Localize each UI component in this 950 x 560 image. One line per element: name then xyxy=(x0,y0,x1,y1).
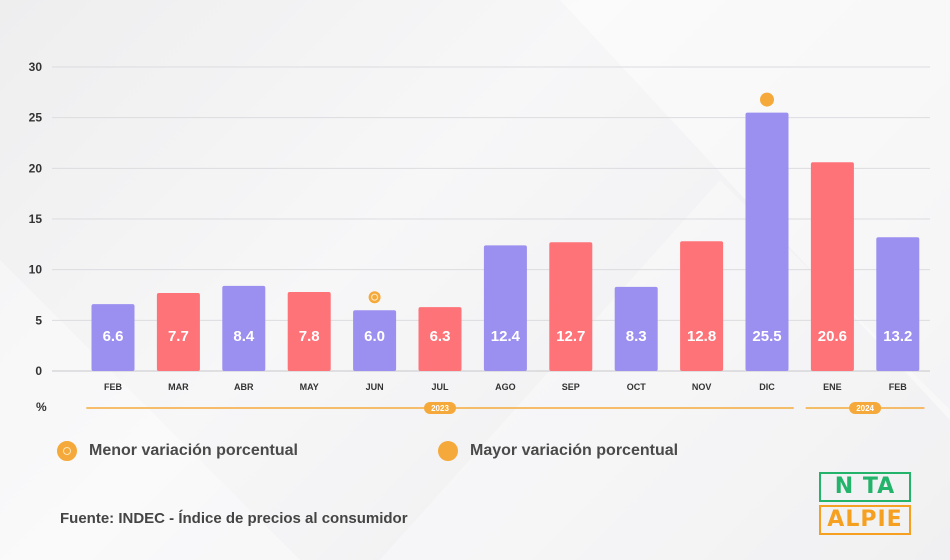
y-tick-label: 30 xyxy=(29,60,43,74)
bar-value-label: 12.7 xyxy=(556,328,585,345)
bar-value-label: 12.8 xyxy=(687,328,716,345)
y-unit-label: % xyxy=(36,400,47,414)
bar xyxy=(353,310,397,371)
y-tick-label: 10 xyxy=(29,263,43,277)
value-labels: 6.6 7.7 8.4 7.8 6.0 6.3 12.4 12.7 8.3 12.8 25.5 20.… xyxy=(103,328,913,345)
legend-max-label: Mayor variación porcentual xyxy=(470,442,679,459)
bar-value-label: 7.8 xyxy=(299,328,320,345)
x-tick-label: ABR xyxy=(234,382,254,392)
x-tick-label: FEB xyxy=(889,382,908,392)
min-marker-ring xyxy=(371,293,379,301)
x-tick-label: DIC xyxy=(759,382,775,392)
markers xyxy=(368,92,774,304)
x-tick-label: AGO xyxy=(495,382,516,392)
bar xyxy=(614,286,658,371)
y-axis: 0 5 10 15 20 25 30 xyxy=(29,60,43,378)
bar xyxy=(810,162,854,371)
x-tick-label: JUL xyxy=(431,382,449,392)
bar-value-label: 7.7 xyxy=(168,328,189,345)
bar-value-label: 25.5 xyxy=(752,328,781,345)
y-tick-label: 0 xyxy=(35,364,42,378)
x-tick-label: SEP xyxy=(562,382,580,392)
bar xyxy=(222,285,266,371)
legend-max: Mayor variación porcentual xyxy=(438,441,678,461)
legend-min-label: Menor variación porcentual xyxy=(89,442,298,459)
max-marker xyxy=(760,92,774,107)
source-note: Fuente: INDEC - Índice de precios al con… xyxy=(60,510,408,527)
bar-value-label: 6.6 xyxy=(103,328,124,345)
brand-logo: N TA ALPIE xyxy=(819,472,911,535)
bar-value-label: 13.2 xyxy=(883,328,912,345)
year-label: 2023 xyxy=(431,404,449,413)
bar-value-label: 8.3 xyxy=(626,328,647,345)
bar xyxy=(287,291,331,371)
x-tick-label: FEB xyxy=(104,382,123,392)
bar xyxy=(680,241,724,371)
bar xyxy=(91,304,135,371)
bar xyxy=(156,292,200,371)
y-tick-label: 5 xyxy=(35,313,42,327)
bar xyxy=(549,242,593,371)
bar-chart: 0 5 10 15 20 25 30 6.6 7.7 8.4 7.8 6.0 6.3 12.4 12.7 8… xyxy=(29,60,930,414)
year-label: 2024 xyxy=(856,404,874,413)
legend-min: Menor variación porcentual xyxy=(57,441,298,461)
x-tick-label: JUN xyxy=(366,382,384,392)
min-marker xyxy=(368,291,381,304)
year-pill xyxy=(424,402,456,414)
year-pill xyxy=(849,402,882,414)
bar-value-label: 8.4 xyxy=(233,328,255,345)
bar xyxy=(418,307,462,371)
x-tick-label: NOV xyxy=(692,382,712,392)
bar-value-label: 6.3 xyxy=(430,328,451,345)
logo-bottom: ALPIE xyxy=(819,505,911,535)
y-tick-label: 20 xyxy=(29,161,43,175)
y-tick-label: 15 xyxy=(29,212,43,226)
bar xyxy=(745,112,789,371)
min-marker-icon xyxy=(57,441,77,461)
bar-value-label: 20.6 xyxy=(818,328,847,345)
max-marker-icon xyxy=(438,441,458,461)
bar xyxy=(483,245,527,371)
y-tick-label: 25 xyxy=(29,111,43,125)
bar-value-label: 6.0 xyxy=(364,328,385,345)
x-axis: FEB MAR ABR MAY JUN JUL AGO SEP OCT NOV DIC ENE FEB xyxy=(104,382,907,392)
x-tick-label: ENE xyxy=(823,382,842,392)
x-tick-label: OCT xyxy=(627,382,647,392)
bars xyxy=(91,112,920,371)
x-tick-label: MAR xyxy=(168,382,189,392)
x-tick-label: MAY xyxy=(300,382,319,392)
year-brackets: 2023 2024 xyxy=(86,402,925,414)
bar-value-label: 12.4 xyxy=(491,328,521,345)
bar xyxy=(876,237,920,371)
logo-top: N TA xyxy=(819,472,911,502)
